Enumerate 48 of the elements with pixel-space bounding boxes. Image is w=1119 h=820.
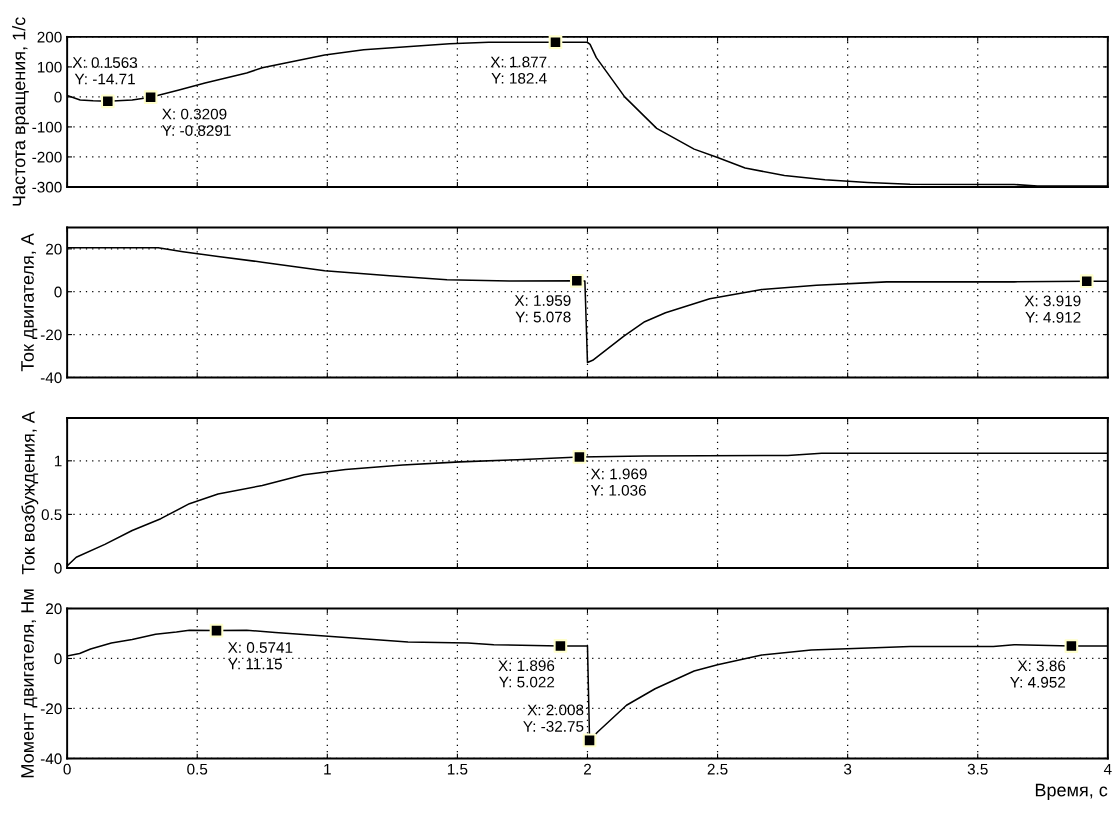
x-tick-label: 0.5 [187, 763, 208, 775]
point [1064, 639, 1079, 653]
y-tick-label: -40 [40, 372, 62, 384]
y-tick-label: 0.5 [41, 509, 62, 521]
annotation: X: 0.3209 Y: -0.8291 [162, 108, 231, 136]
y-tick-label: -300 [32, 181, 62, 193]
x-tick-label: 2 [584, 763, 591, 775]
y-tick-label: 1 [54, 455, 62, 467]
y-tick-label: 0 [54, 653, 62, 665]
x-tick-label: 3.5 [967, 763, 988, 775]
y-tick-label: 0 [54, 286, 62, 298]
y-axis-title: Частота вращения, 1/с [12, 17, 29, 206]
y-tick-label: -20 [40, 703, 62, 715]
y-tick-label: 200 [37, 31, 62, 43]
y-tick-label: -20 [40, 329, 62, 341]
annotation: X: 0.5741 Y: 11.15 [227, 642, 293, 670]
y-tick-label: 100 [37, 61, 62, 73]
y-tick-label: -200 [32, 151, 62, 163]
annotation: X: 1.896 Y: 5.022 [498, 660, 555, 688]
x-tick-label: 3 [843, 763, 852, 775]
y-tick-label: -100 [32, 121, 62, 133]
annotation: X: 0.1563 Y: -14.71 [72, 57, 138, 85]
annotation: X: 1.959 Y: 5.078 [514, 295, 571, 323]
x-tick-label: 1.5 [447, 763, 468, 775]
y-axis-title: Момент двигателя, Нм [21, 589, 38, 778]
y-axis-title: Ток двигателя, А [21, 233, 38, 372]
annotation: X: 3.919 Y: 4.912 [1024, 295, 1081, 323]
point [209, 623, 224, 638]
annotation: X: 3.86 Y: 4.952 [1010, 660, 1066, 688]
x-axis-title: Время, с [1035, 783, 1108, 800]
x-tick-label: 1 [324, 763, 331, 775]
point [553, 639, 568, 653]
x-tick-label: 0 [63, 763, 71, 775]
point [548, 35, 563, 50]
point [143, 90, 158, 105]
annotation: X: 1.877 Y: 182.4 [490, 56, 547, 84]
y-tick-label: 0 [54, 91, 62, 103]
y-tick-label: 20 [46, 243, 62, 255]
point [100, 94, 115, 109]
x-tick-label: 4 [1103, 763, 1112, 775]
y-tick-label: -40 [40, 753, 62, 765]
point [582, 733, 597, 748]
y-tick-label: 20 [46, 603, 62, 615]
y-axis-title: Ток возбуждения, А [21, 411, 39, 575]
x-tick-label: 2.5 [707, 763, 728, 775]
annotation: X: 1.969 Y: 1.036 [590, 468, 647, 496]
y-tick-label: 0 [54, 562, 62, 574]
annotation: X: 2.008 Y: -32.75 [523, 704, 584, 732]
